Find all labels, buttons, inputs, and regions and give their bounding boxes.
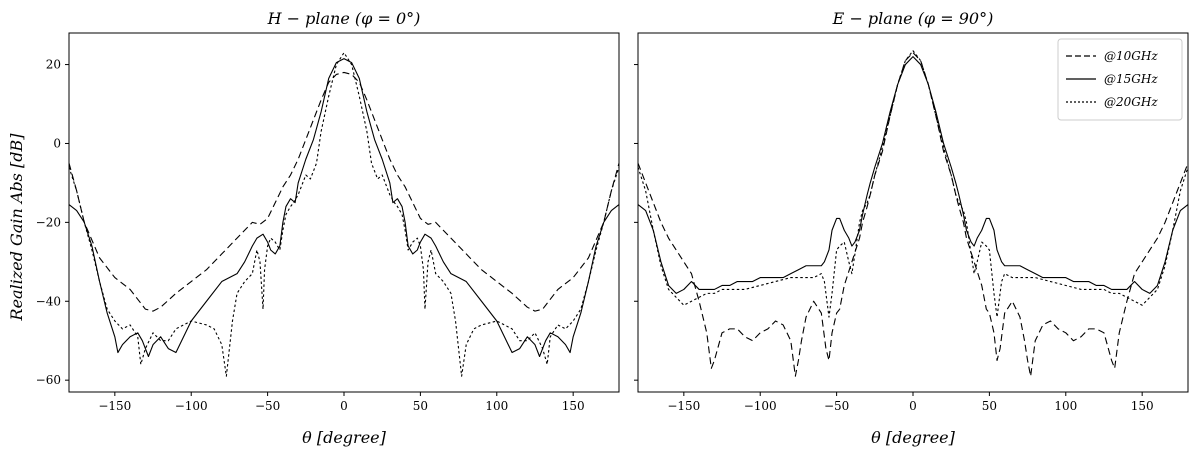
x-tick-label-panel-0: 150 <box>562 399 585 413</box>
x-tick-label-panel-1: −150 <box>667 399 700 413</box>
x-tick-label-panel-1: 100 <box>1054 399 1077 413</box>
x-tick-label-panel-0: −100 <box>175 399 208 413</box>
x-tick-label-panel-1: −50 <box>824 399 849 413</box>
series-line-15ghz-panel-0 <box>68 58 620 358</box>
panel-title-h-plane: H − plane (φ = 0°) <box>267 9 421 28</box>
y-tick-label: 20 <box>46 58 61 72</box>
plot-area-e-plane: −150 −100 −50 0 50 100 150 <box>634 32 1189 413</box>
x-tick-label-panel-0: 50 <box>413 399 428 413</box>
x-axis-label-h-plane: θ [degree] <box>302 428 387 447</box>
x-tick-label-panel-0: −150 <box>98 399 131 413</box>
x-axis-label-e-plane: θ [degree] <box>871 428 956 447</box>
y-tick-label: −60 <box>36 373 61 387</box>
panel-title-e-plane: E − plane (φ = 90°) <box>832 9 994 28</box>
x-tick-label-panel-0: 0 <box>340 399 348 413</box>
x-tick-label-panel-1: 0 <box>909 399 917 413</box>
legend-label-20ghz: @20GHz <box>1104 95 1158 109</box>
legend-label-10ghz: @10GHz <box>1104 49 1158 63</box>
legend-box <box>1057 38 1183 121</box>
series-line-10ghz-panel-1 <box>637 52 1189 377</box>
series-line-10ghz-panel-0 <box>68 71 620 312</box>
x-tick-label-panel-1: −100 <box>744 399 777 413</box>
y-axis-label: Realized Gain Abs [dB] <box>7 133 26 322</box>
x-tick-label-panel-0: 100 <box>485 399 508 413</box>
y-tick-label: −20 <box>36 215 61 229</box>
plot-area-h-plane: −150 −100 −50 0 50 100 150 −60 −40 −20 0 20 <box>36 32 620 413</box>
series-line-20ghz-panel-1 <box>637 50 1189 318</box>
y-tick-label: 0 <box>53 136 61 150</box>
series-line-15ghz-panel-1 <box>637 56 1189 294</box>
y-tick-label: −40 <box>36 294 61 308</box>
x-tick-label-panel-0: −50 <box>255 399 280 413</box>
x-tick-label-panel-1: 150 <box>1131 399 1154 413</box>
panel-e-plane: E − plane (φ = 90°) −150 −100 −50 0 50 100 150… <box>634 9 1189 447</box>
series-line-20ghz-panel-0 <box>68 52 620 377</box>
panel-h-plane: H − plane (φ = 0°) −150 −100 −50 0 50 100 150−… <box>36 9 620 447</box>
legend-label-15ghz: @15GHz <box>1104 72 1158 86</box>
legend: @10GHz @15GHz @20GHz <box>1057 38 1183 121</box>
x-tick-label-panel-1: 50 <box>982 399 997 413</box>
plot-frame-panel-0 <box>68 32 620 393</box>
